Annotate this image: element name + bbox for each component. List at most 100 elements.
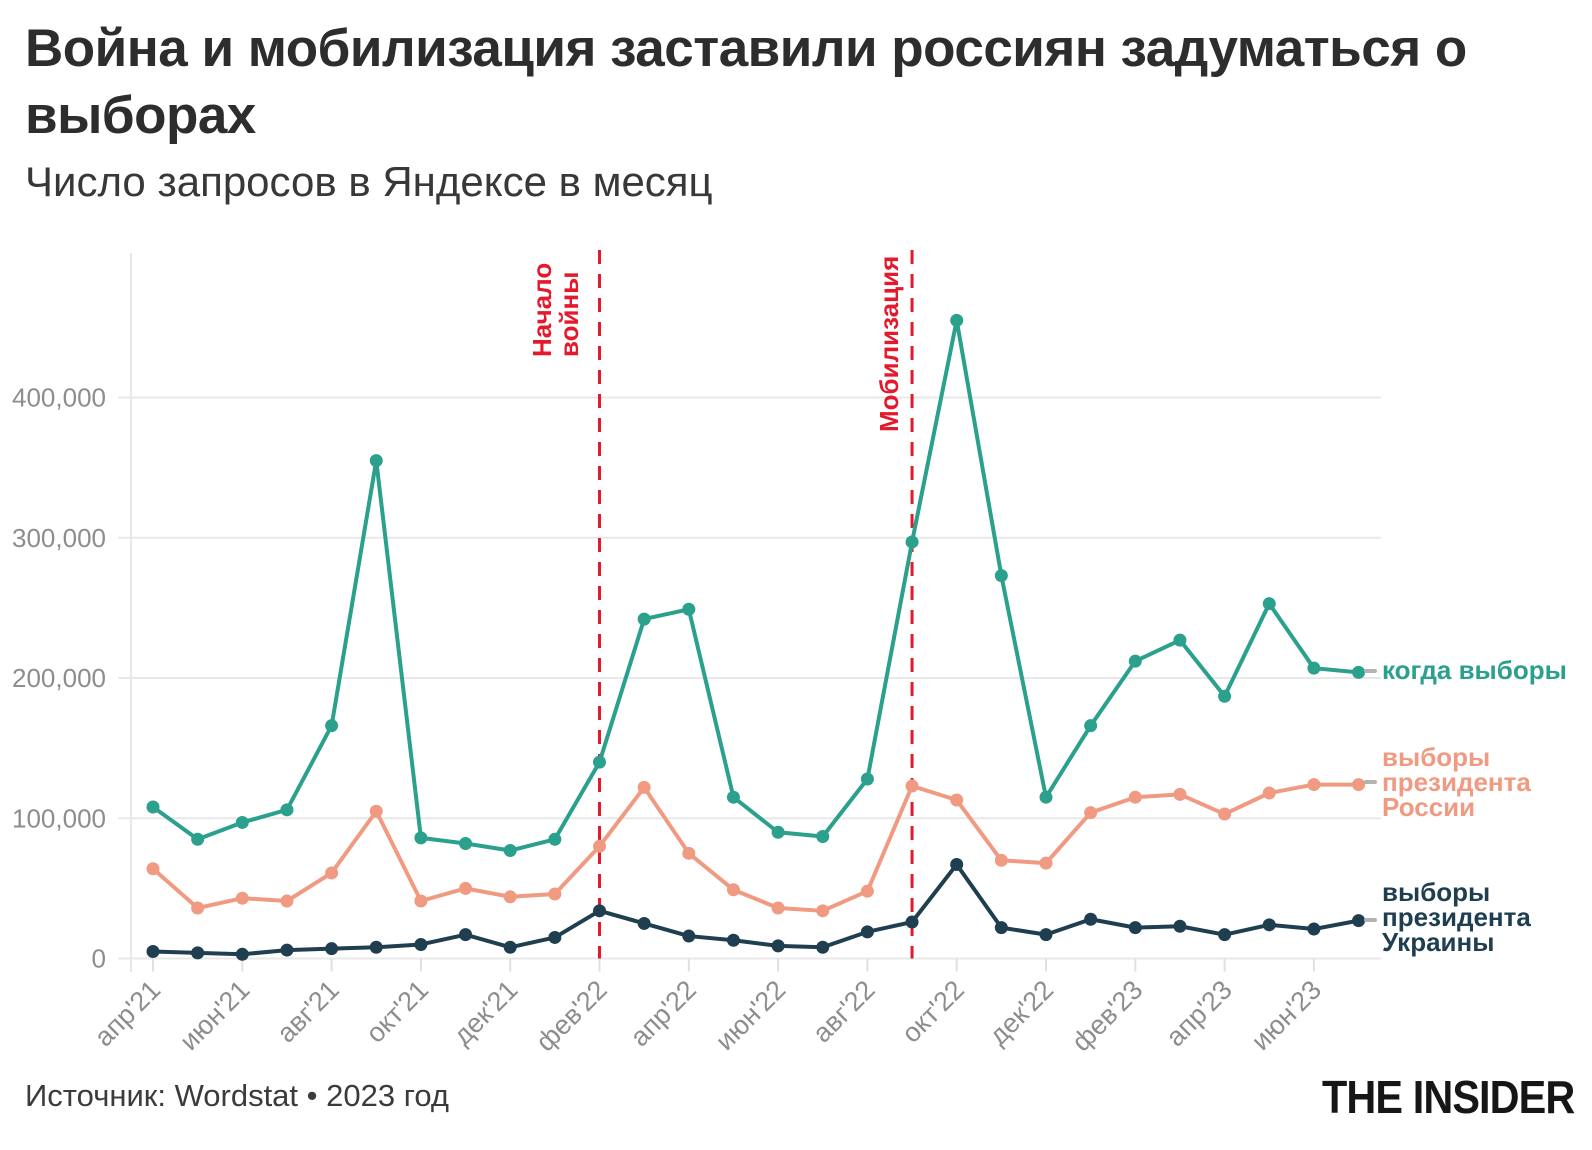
data-point	[1307, 922, 1321, 936]
data-point	[1262, 918, 1276, 932]
data-point	[682, 602, 696, 616]
annotation-war-start: Начало войны	[527, 262, 584, 357]
legend-label: выборы президента России	[1382, 742, 1531, 822]
data-point	[1039, 790, 1053, 804]
x-axis-tick-label: июн'22	[710, 975, 792, 1057]
legend-item-kogda-vybory: когда выборы	[1364, 655, 1567, 685]
data-point	[905, 535, 919, 549]
legend-item-vybory-prezidenta-rossii: выборы президента России	[1364, 742, 1567, 822]
data-point	[503, 940, 517, 954]
data-point	[637, 780, 651, 794]
data-point	[771, 901, 785, 915]
data-point	[860, 884, 874, 898]
data-point	[191, 946, 205, 960]
data-point	[235, 947, 249, 961]
series-1	[146, 778, 1366, 918]
data-point	[593, 904, 606, 918]
annotation-mobilization: Мобилизация	[874, 255, 904, 432]
data-point	[950, 313, 964, 327]
data-point	[1262, 786, 1276, 800]
data-point	[414, 831, 428, 845]
data-point	[280, 894, 294, 908]
data-point	[503, 844, 517, 858]
data-point	[1084, 806, 1098, 820]
x-axis-tick-label: дек'21	[447, 975, 523, 1051]
data-point	[548, 832, 562, 846]
data-point	[1352, 914, 1366, 928]
data-point	[548, 930, 562, 944]
data-point	[950, 858, 964, 872]
data-point	[816, 940, 830, 954]
series-2	[146, 858, 1366, 961]
data-point	[905, 779, 919, 793]
data-point	[503, 890, 517, 904]
series-line	[151, 782, 1361, 913]
x-axis-tick-label: июн'21	[174, 975, 256, 1057]
x-axis-tick-label: фев'22	[530, 975, 613, 1058]
data-point	[726, 790, 740, 804]
x-axis-tick-label: фев'23	[1066, 975, 1149, 1058]
data-point	[146, 944, 160, 958]
data-point	[994, 853, 1008, 867]
source-note: Источник: Wordstat • 2023 год	[25, 1078, 449, 1113]
data-point	[414, 937, 428, 951]
data-point	[459, 881, 473, 895]
y-axis-tick-label: 100,000	[12, 803, 106, 833]
data-point	[369, 940, 383, 954]
data-point	[682, 929, 696, 943]
data-point	[1352, 665, 1366, 679]
data-point	[280, 803, 294, 817]
legend-label: когда выборы	[1382, 655, 1567, 685]
y-axis-tick-label: 400,000	[12, 383, 106, 413]
data-point	[994, 921, 1008, 935]
data-point	[860, 772, 874, 786]
data-point	[146, 862, 160, 876]
data-point	[1173, 787, 1187, 801]
x-axis-tick-label: авг'21	[271, 975, 345, 1049]
data-point	[1262, 597, 1276, 611]
data-point	[1128, 654, 1142, 668]
x-axis-tick-label: апр'22	[624, 975, 702, 1053]
y-axis-tick-label: 0	[92, 944, 106, 974]
series-line	[151, 318, 1361, 853]
data-point	[1039, 856, 1053, 870]
the-insider-logo: THE INSIDER	[1321, 1071, 1575, 1123]
x-axis-tick-label: авг'22	[807, 975, 881, 1049]
page-title: Война и мобилизация заставили россиян за…	[25, 19, 1467, 145]
data-point	[682, 846, 696, 860]
data-point	[637, 916, 651, 930]
x-axis-tick-label: июн'23	[1246, 975, 1328, 1057]
data-point	[905, 915, 919, 929]
series-line	[151, 862, 1361, 957]
data-point	[637, 612, 651, 626]
data-point	[1307, 661, 1321, 675]
x-axis-tick-label: апр'23	[1160, 975, 1238, 1053]
data-point	[593, 755, 606, 769]
data-point	[1084, 719, 1098, 733]
data-point	[816, 829, 830, 843]
legend-item-vybory-prezidenta-ukrainy: выборы президента Украины	[1364, 877, 1567, 957]
legend-label: выборы президента Украины	[1382, 877, 1531, 957]
data-point	[1307, 778, 1321, 792]
data-point	[325, 719, 339, 733]
data-point	[325, 942, 339, 956]
data-point	[459, 836, 473, 850]
data-point	[816, 904, 830, 918]
y-axis-tick-label: 200,000	[12, 663, 106, 693]
data-point	[548, 887, 562, 901]
data-point	[1218, 689, 1232, 703]
data-point	[771, 825, 785, 839]
data-point	[726, 933, 740, 947]
x-axis-tick-label: окт'21	[360, 975, 434, 1049]
data-point	[1084, 912, 1098, 926]
data-point	[369, 454, 383, 468]
data-point	[1352, 778, 1366, 792]
data-point	[593, 839, 606, 853]
legend-dash-icon	[1364, 669, 1377, 673]
data-point	[325, 866, 339, 880]
data-point	[146, 800, 160, 814]
y-axis-tick-label: 300,000	[12, 523, 106, 553]
data-point	[726, 883, 740, 897]
data-point	[860, 925, 874, 939]
